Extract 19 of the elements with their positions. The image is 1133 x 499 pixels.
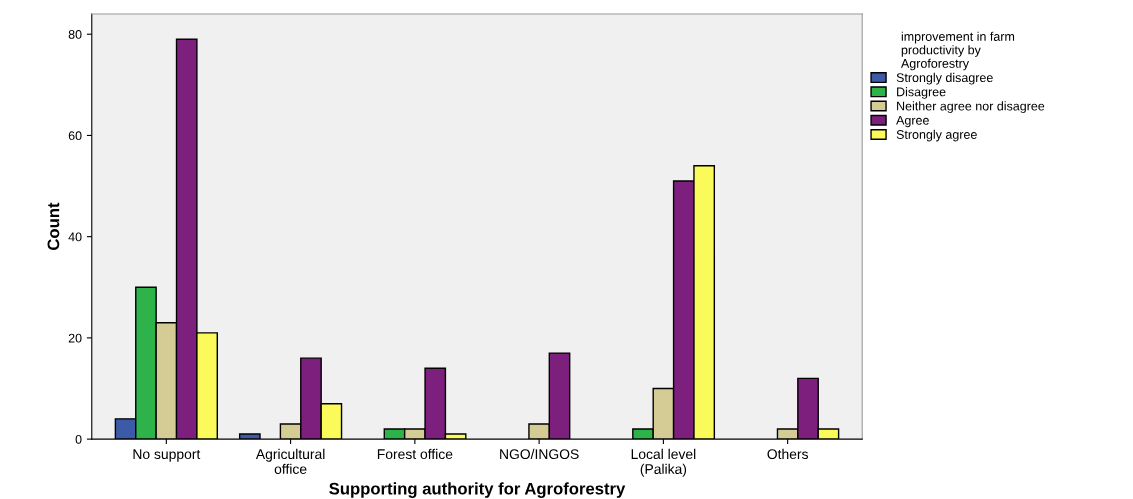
x-axis-title: Supporting authority for Agroforestry <box>329 482 626 498</box>
y-axis-title: Count <box>47 202 60 250</box>
x-tick-label: Agricultural office <box>255 448 325 474</box>
y-tick-label: 20 <box>68 333 82 343</box>
y-tick-label: 0 <box>75 434 82 444</box>
y-tick-label: 80 <box>68 30 82 39</box>
x-tick-label: No support <box>133 449 201 462</box>
x-tick-label: NGO/INGOS <box>500 448 579 460</box>
x-tick-label: Forest office <box>377 448 453 460</box>
legend-label: Disagree <box>897 87 946 99</box>
legend-title: improvement in farm productivity by Agroforestry <box>900 31 1015 71</box>
y-tick-label: 60 <box>68 131 82 141</box>
legend-label: Strongly agree <box>896 129 977 142</box>
legend-label: Strongly disagree <box>896 72 993 85</box>
x-tick-label: Others <box>767 448 808 460</box>
legend-label: Neither agree nor disagree <box>897 101 1045 113</box>
y-tick-label: 40 <box>68 232 82 242</box>
legend-label: Agree <box>896 115 929 128</box>
x-tick-label: Local level (Palika) <box>631 448 696 477</box>
